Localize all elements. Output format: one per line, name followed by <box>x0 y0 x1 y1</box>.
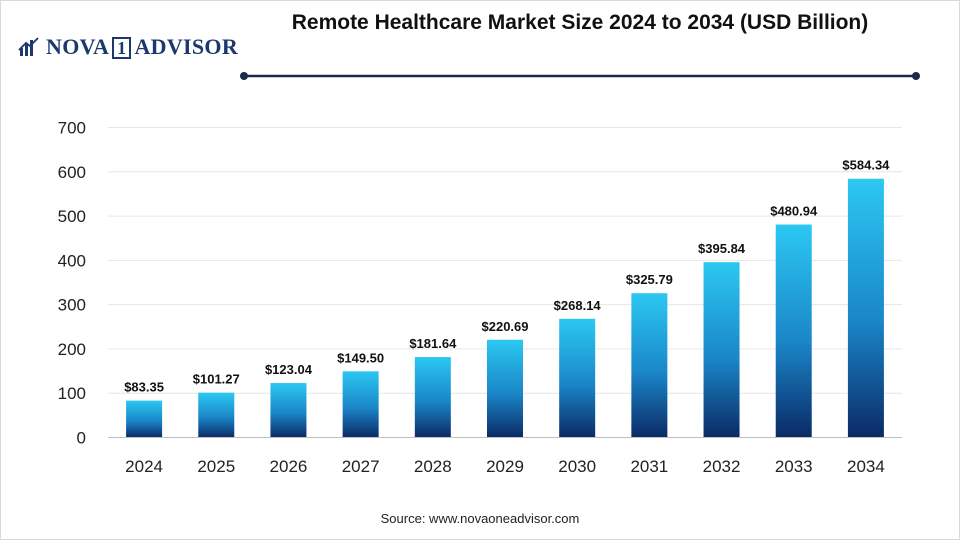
y-tick-label: 500 <box>58 207 86 226</box>
y-tick-label: 0 <box>77 429 86 448</box>
bar <box>342 371 379 438</box>
y-tick-label: 600 <box>58 163 86 182</box>
x-tick-label: 2034 <box>847 457 885 476</box>
value-labels: $83.35 $101.27 $123.04 $149.50 $181.64 $220.6… <box>124 158 890 395</box>
data-label: $181.64 <box>409 336 457 351</box>
bar <box>631 293 668 438</box>
x-axis-ticks: 2024 2025 2026 2027 2028 2029 2030 2031 2032 2033… <box>125 457 885 476</box>
brand-name: NOVA 1 ADVISOR <box>46 34 238 60</box>
bar <box>126 400 163 438</box>
data-label: $480.94 <box>770 204 818 219</box>
data-label: $83.35 <box>124 380 164 395</box>
data-label: $395.84 <box>698 241 746 256</box>
y-tick-label: 200 <box>58 340 86 359</box>
x-tick-label: 2028 <box>414 457 452 476</box>
brand-name-part1: NOVA <box>46 34 110 59</box>
x-tick-label: 2025 <box>197 457 235 476</box>
chart-title: Remote Healthcare Market Size 2024 to 20… <box>291 11 869 34</box>
x-tick-label: 2027 <box>342 457 380 476</box>
brand-logo: NOVA 1 ADVISOR <box>18 34 238 60</box>
bars <box>126 178 884 438</box>
data-label: $149.50 <box>337 350 384 365</box>
bar <box>270 383 307 438</box>
source-note: Source: www.novaoneadvisor.com <box>380 511 580 526</box>
data-label: $220.69 <box>482 319 529 334</box>
data-label: $123.04 <box>265 362 313 377</box>
x-tick-label: 2033 <box>775 457 813 476</box>
y-tick-label: 300 <box>58 296 86 315</box>
bar <box>198 392 235 438</box>
x-tick-label: 2032 <box>703 457 741 476</box>
bar <box>775 224 812 438</box>
bar <box>559 318 596 438</box>
data-label: $268.14 <box>554 298 602 313</box>
x-tick-label: 2030 <box>558 457 596 476</box>
brand-name-part2: ADVISOR <box>134 34 239 59</box>
x-tick-label: 2026 <box>270 457 308 476</box>
bar <box>487 339 523 438</box>
x-tick-label: 2031 <box>630 457 668 476</box>
brand-digit: 1 <box>112 37 132 59</box>
y-tick-label: 400 <box>58 251 86 270</box>
bar <box>703 262 740 438</box>
x-tick-label: 2029 <box>486 457 524 476</box>
bar-logo-icon <box>18 37 39 56</box>
data-label: $325.79 <box>626 272 673 287</box>
data-label: $584.34 <box>842 158 890 173</box>
data-label: $101.27 <box>193 372 240 387</box>
bar <box>414 357 451 438</box>
title-divider <box>240 72 920 80</box>
x-tick-label: 2024 <box>125 457 163 476</box>
y-tick-label: 100 <box>58 384 86 403</box>
y-axis-ticks: 0 100 200 300 400 500 600 700 <box>58 119 86 448</box>
y-tick-label: 700 <box>58 119 86 138</box>
bar <box>847 178 884 438</box>
